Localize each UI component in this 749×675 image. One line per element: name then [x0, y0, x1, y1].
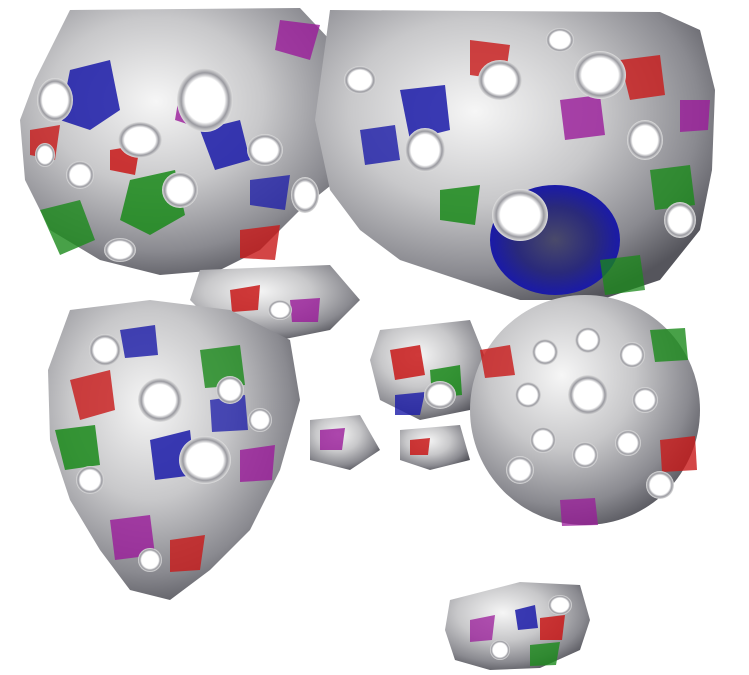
middle-fragments — [190, 265, 490, 470]
lower-right-ring — [470, 295, 700, 526]
bottom-fragment — [445, 582, 590, 670]
upper-left-cluster — [20, 8, 360, 275]
lower-left-cluster — [48, 300, 300, 600]
upper-right-cluster — [315, 10, 715, 300]
